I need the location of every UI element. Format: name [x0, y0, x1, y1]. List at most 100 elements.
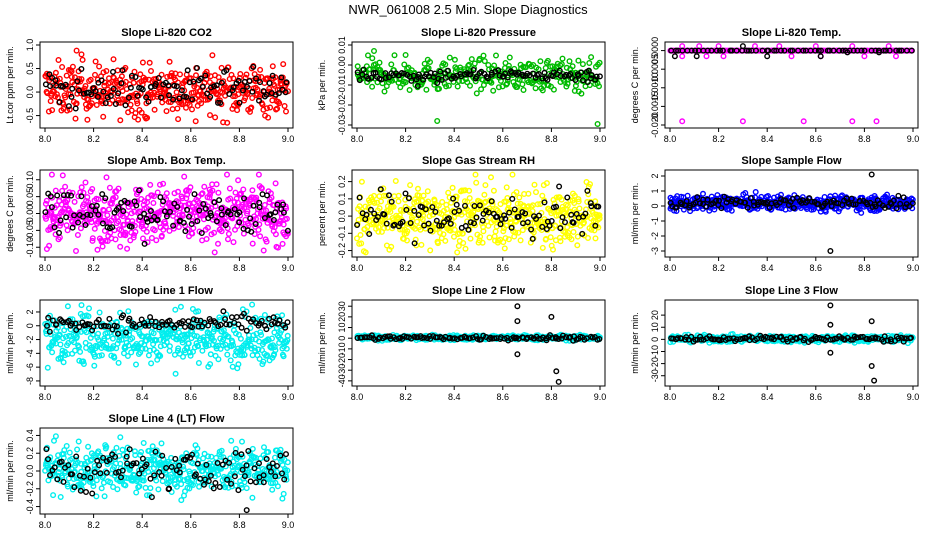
data-point — [66, 106, 73, 113]
data-point — [411, 207, 418, 214]
data-point — [258, 317, 265, 324]
data-point — [76, 324, 83, 331]
y-tick-label: 0.5 — [25, 62, 35, 75]
data-point — [436, 85, 443, 92]
data-point — [222, 316, 229, 323]
data-point — [67, 326, 74, 333]
data-point — [848, 195, 855, 202]
data-point — [69, 224, 76, 231]
data-point — [118, 80, 125, 87]
data-point — [278, 327, 285, 334]
data-point — [237, 335, 244, 342]
data-point — [703, 203, 710, 210]
data-point — [200, 200, 207, 207]
data-point — [190, 316, 197, 323]
panel-title: Slope Amb. Box Temp. — [107, 155, 226, 167]
data-point — [47, 193, 54, 200]
data-point — [462, 245, 469, 252]
data-point — [514, 83, 521, 90]
data-point — [217, 321, 224, 328]
data-point — [869, 335, 876, 342]
data-point — [719, 47, 726, 54]
data-point — [501, 245, 508, 252]
data-point — [207, 84, 214, 91]
x-tick-label: 8.4 — [761, 392, 774, 402]
series-all-samples — [42, 301, 291, 377]
data-point — [505, 236, 512, 243]
data-point — [71, 212, 78, 219]
data-point — [256, 221, 263, 228]
data-point — [706, 207, 713, 214]
data-point — [266, 80, 273, 87]
x-tick-label: 8.0 — [39, 392, 52, 402]
data-point — [220, 308, 227, 315]
data-point — [435, 202, 442, 209]
data-point — [114, 67, 121, 74]
data-point — [258, 332, 265, 339]
data-point — [71, 198, 78, 205]
x-tick-label: 8.2 — [399, 263, 412, 273]
data-point — [122, 329, 129, 336]
data-point — [890, 197, 897, 204]
x-tick-label: 8.2 — [399, 392, 412, 402]
data-point — [250, 63, 257, 70]
data-point — [261, 312, 268, 319]
data-point — [558, 196, 565, 203]
data-point — [503, 184, 510, 191]
data-point — [77, 225, 84, 232]
data-point — [98, 77, 105, 84]
data-point — [713, 197, 720, 204]
data-point — [758, 198, 765, 205]
y-tick-label: 0.0000 — [650, 37, 660, 65]
data-point — [451, 56, 458, 63]
data-point — [673, 47, 680, 54]
data-point — [480, 228, 487, 235]
data-point — [59, 63, 66, 70]
outlier-point — [800, 118, 807, 125]
data-point — [441, 219, 448, 226]
x-tick-label: 8.8 — [858, 134, 871, 144]
data-point — [576, 205, 583, 212]
data-point — [380, 219, 387, 226]
data-point — [782, 197, 789, 204]
data-point — [212, 114, 219, 121]
x-tick-label: 8.6 — [810, 263, 823, 273]
y-tick-label: -0.0015 — [650, 91, 660, 122]
data-point — [558, 61, 565, 68]
data-point — [211, 229, 218, 236]
data-point — [232, 330, 239, 337]
data-point — [95, 211, 102, 218]
data-point — [513, 218, 520, 225]
series-selected — [42, 63, 290, 112]
data-point — [866, 336, 873, 343]
data-point — [98, 97, 105, 104]
data-point — [713, 47, 720, 54]
data-point — [193, 64, 200, 71]
data-point — [235, 321, 242, 328]
data-point — [84, 116, 91, 123]
x-tick-label: 8.0 — [351, 263, 364, 273]
x-tick-label: 8.2 — [712, 392, 725, 402]
data-point — [107, 92, 114, 99]
data-point — [250, 216, 257, 223]
data-point — [105, 206, 112, 213]
data-point — [575, 196, 582, 203]
data-point — [227, 211, 234, 218]
data-point — [815, 47, 822, 54]
data-point — [132, 361, 139, 368]
y-tick-label: 0.00 — [337, 56, 347, 74]
data-point — [857, 198, 864, 205]
data-point — [160, 198, 167, 205]
data-point — [700, 336, 707, 343]
data-point — [586, 60, 593, 67]
data-point — [356, 194, 363, 201]
data-point — [42, 209, 49, 216]
x-tick-label: 8.8 — [233, 392, 246, 402]
data-point — [260, 358, 267, 365]
data-point — [733, 336, 740, 343]
data-point — [60, 192, 67, 199]
outlier-point — [871, 377, 878, 384]
data-point — [568, 211, 575, 218]
data-point — [225, 230, 232, 237]
data-point — [104, 212, 111, 219]
